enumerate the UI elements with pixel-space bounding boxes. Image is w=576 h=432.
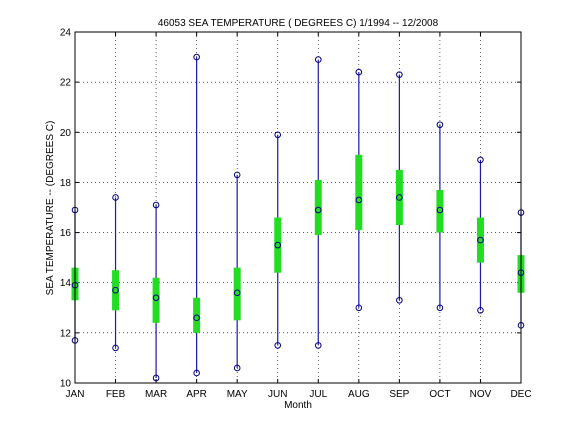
tick-labels: JAN FEB MAR APR MAY JUN JUL AUG SEP OCT NOV DEC 10 12… bbox=[60, 28, 532, 401]
iqr-box bbox=[436, 189, 444, 233]
y-tick-label: 22 bbox=[60, 78, 72, 89]
x-tick-label: MAR bbox=[145, 389, 167, 400]
min-marker bbox=[477, 306, 484, 314]
plot-frame bbox=[74, 31, 522, 384]
min-marker bbox=[152, 374, 160, 382]
y-tick-label: 10 bbox=[60, 379, 72, 390]
chart-title: 46053 SEA TEMPERATURE ( DEGREES C) 1/199… bbox=[158, 18, 439, 29]
max-marker bbox=[396, 71, 403, 78]
x-tick-label: FEB bbox=[106, 389, 126, 400]
median-marker bbox=[314, 206, 322, 214]
median-marker bbox=[396, 194, 403, 201]
min-marker bbox=[396, 296, 403, 304]
median-marker bbox=[477, 236, 484, 244]
max-marker bbox=[477, 156, 484, 164]
iqr-box bbox=[355, 154, 363, 231]
y-tick-label: 14 bbox=[60, 278, 72, 289]
median-marker bbox=[274, 241, 282, 249]
y-tick-label: 12 bbox=[60, 328, 72, 339]
x-tick-label: OCT bbox=[429, 389, 450, 400]
x-tick-label: JUL bbox=[309, 389, 327, 400]
min-marker bbox=[314, 342, 322, 349]
max-marker bbox=[274, 131, 282, 139]
x-tick-label: SEP bbox=[389, 389, 409, 400]
y-tick-label: 16 bbox=[60, 228, 72, 239]
y-tick-label: 18 bbox=[60, 178, 72, 189]
x-tick-label: MAY bbox=[227, 389, 248, 400]
x-tick-label: NOV bbox=[470, 389, 492, 400]
iqr-box bbox=[476, 217, 484, 263]
median-marker bbox=[355, 196, 363, 204]
median-marker bbox=[233, 289, 241, 297]
max-marker bbox=[436, 121, 444, 129]
x-tick-label: AUG bbox=[348, 389, 370, 400]
min-marker bbox=[112, 344, 119, 352]
iqr-box bbox=[112, 270, 120, 311]
iqr-box bbox=[274, 217, 282, 273]
median-marker bbox=[436, 206, 444, 214]
min-marker bbox=[274, 342, 282, 349]
y-tick-label: 24 bbox=[60, 28, 72, 39]
y-tick-label: 20 bbox=[60, 128, 72, 139]
max-marker bbox=[314, 56, 322, 63]
min-marker bbox=[193, 369, 200, 377]
min-marker bbox=[436, 304, 444, 312]
max-marker bbox=[112, 194, 119, 201]
max-marker bbox=[193, 53, 200, 61]
x-tick-label: APR bbox=[186, 389, 207, 400]
median-marker bbox=[152, 294, 160, 302]
x-tick-label: JUN bbox=[268, 389, 287, 400]
min-marker bbox=[233, 364, 241, 372]
y-axis-label: SEA TEMPERATURE -- (DEGREES C) bbox=[45, 121, 56, 296]
max-marker bbox=[355, 68, 363, 76]
median-marker bbox=[193, 314, 200, 322]
max-marker bbox=[152, 201, 160, 209]
x-tick-label: JAN bbox=[66, 389, 85, 400]
min-marker bbox=[355, 304, 363, 312]
median-marker bbox=[112, 286, 119, 294]
iqr-box bbox=[233, 267, 241, 321]
iqr-box bbox=[395, 169, 403, 226]
max-marker bbox=[233, 171, 241, 179]
x-axis-label: Month bbox=[284, 400, 312, 411]
x-tick-label: DEC bbox=[510, 389, 531, 400]
